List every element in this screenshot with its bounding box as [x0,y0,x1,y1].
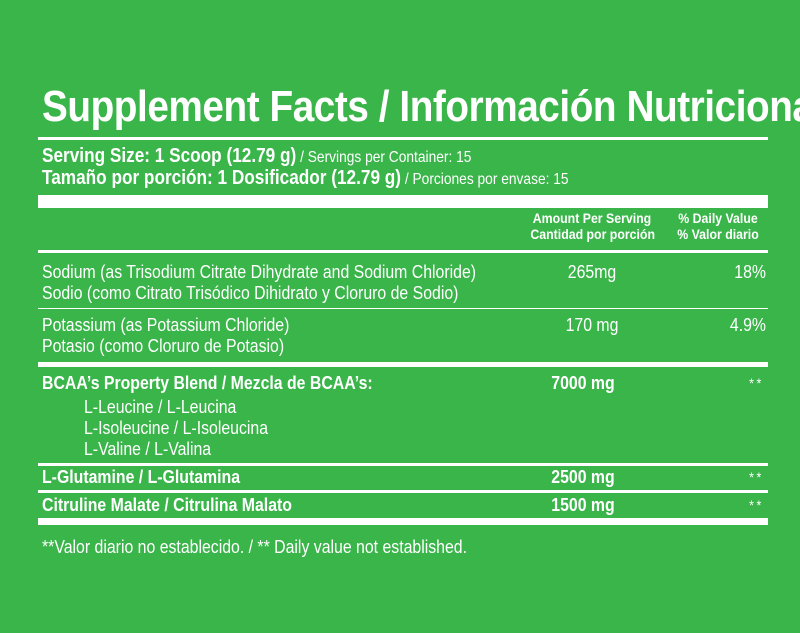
blend-subitem: L-Valine / L-Valina [84,439,212,459]
title-rule [38,137,768,140]
blend-subitem: L-Isoleucine / L-Isoleucina [84,418,269,438]
row-divider [38,463,768,466]
bottom-thick-rule [38,518,768,525]
nutrient-daily-value: 4.9% [729,315,766,335]
nutrient-name-en: Sodium (as Trisodium Citrate Dihydrate a… [42,262,477,282]
nutrient-daily-value: 18% [734,262,766,282]
ingredient-name: L-Glutamine / L-Glutamina [42,467,241,487]
daily-value-header: % Daily Value % Valor diario [674,210,762,242]
amount-header-en: Amount Per Serving [532,210,652,226]
row-thick-divider [38,362,768,367]
serving-info: Serving Size: 1 Scoop (12.79 g) / Servin… [42,146,696,190]
blend-daily-value: ** [749,375,764,391]
nutrient-name-es: Potasio (como Cloruro de Potasio) [42,336,285,356]
blend-name: BCAA’s Property Blend / Mezcla de BCAA’s… [42,373,373,393]
ingredient-amount: 2500 mg [551,467,615,487]
dv-header-en: % Daily Value [678,210,758,226]
ingredient-name: Citruline Malate / Citrulina Malato [42,495,292,515]
ingredient-amount: 1500 mg [551,495,615,515]
nutrient-amount: 265mg [567,262,617,282]
serving-line-es: Tamaño por porción: 1 Dosificador (12.79… [42,168,696,190]
dv-header-es: % Valor diario [677,226,759,242]
footnote: **Valor diario no establecido. / ** Dail… [42,537,467,557]
panel-title: Supplement Facts / Información Nutricion… [42,82,800,131]
blend-amount: 7000 mg [551,373,615,393]
ingredient-daily-value: ** [749,497,764,513]
row-divider [38,490,768,493]
serving-size-es: Tamaño por porción: 1 Dosificador (12.79… [42,167,402,189]
blend-subitem: L-Leucine / L-Leucina [84,397,237,417]
servings-per-container-es: / Porciones por envase: 15 [401,171,569,188]
row-divider [38,308,768,309]
serving-size-en: Serving Size: 1 Scoop (12.79 g) [42,145,297,167]
serving-thick-rule [38,195,768,208]
servings-per-container-en: / Servings per Container: 15 [296,149,472,166]
nutrient-name-es: Sodio (como Citrato Trisódico Dihidrato … [42,283,459,303]
nutrient-amount: 170 mg [565,315,619,335]
ingredient-daily-value: ** [749,469,764,485]
amount-header-es: Cantidad por porción [530,226,655,242]
header-rule [38,250,768,253]
amount-per-serving-header: Amount Per Serving Cantidad por porción [530,210,655,242]
nutrient-name-en: Potassium (as Potassium Chloride) [42,315,290,335]
serving-line-en: Serving Size: 1 Scoop (12.79 g) / Servin… [42,146,696,168]
